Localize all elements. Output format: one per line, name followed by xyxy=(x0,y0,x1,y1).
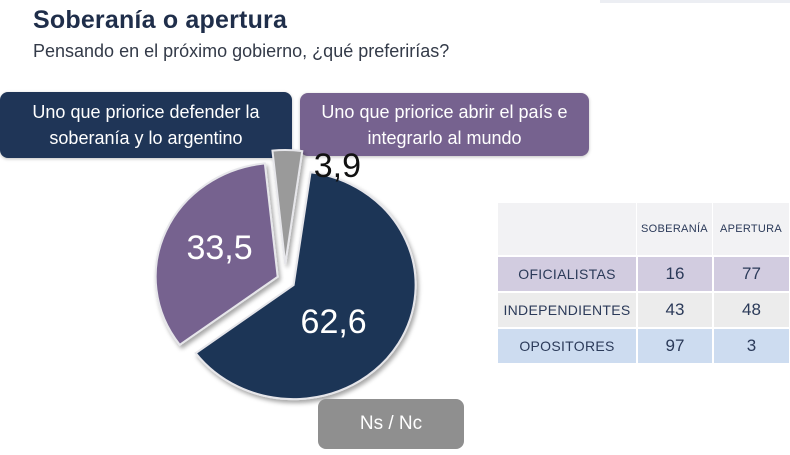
apertura-option-box: Uno que priorice abrir el país e integra… xyxy=(300,93,589,156)
table-row: OFICIALISTAS 16 77 xyxy=(498,255,789,291)
row-soberania-value: 97 xyxy=(636,327,712,363)
nsnc-option-label: Ns / Nc xyxy=(359,413,423,434)
row-soberania-value: 16 xyxy=(636,255,712,291)
nsnc-option-box: Ns / Nc xyxy=(318,399,464,449)
table-header-blank xyxy=(498,203,636,255)
table-header-row: SOBERANÍA APERTURA xyxy=(498,203,789,255)
table-row: INDEPENDIENTES 43 48 xyxy=(498,291,789,327)
table-header-soberania: SOBERANÍA xyxy=(636,203,712,255)
pie-slice-label: 62,6 xyxy=(301,303,367,341)
top-decoration-bar xyxy=(600,0,790,3)
page-title: Soberanía o apertura xyxy=(33,6,288,34)
row-group-label: OPOSITORES xyxy=(498,327,636,363)
table-row: OPOSITORES 97 3 xyxy=(498,327,789,363)
row-apertura-value: 48 xyxy=(712,291,789,327)
pie-slice xyxy=(154,162,279,347)
pie-slice-label: 33,5 xyxy=(186,229,252,267)
apertura-option-label: Uno que priorice abrir el país e integra… xyxy=(321,101,568,148)
row-apertura-value: 77 xyxy=(712,255,789,291)
row-apertura-value: 3 xyxy=(712,327,789,363)
table-header-apertura: APERTURA xyxy=(712,203,789,255)
crosstab-table: SOBERANÍA APERTURA OFICIALISTAS 16 77 IN… xyxy=(498,203,789,363)
row-group-label: OFICIALISTAS xyxy=(498,255,636,291)
soberania-option-box: Uno que priorice defender la soberanía y… xyxy=(0,92,292,158)
pie-slice xyxy=(271,149,304,265)
page-subtitle: Pensando en el próximo gobierno, ¿qué pr… xyxy=(33,41,450,61)
row-soberania-value: 43 xyxy=(636,291,712,327)
soberania-option-label: Uno que priorice defender la soberanía y… xyxy=(32,102,260,148)
pie-slice-label: 3,9 xyxy=(314,147,361,185)
row-group-label: INDEPENDIENTES xyxy=(498,291,636,327)
pie-slice xyxy=(194,171,417,401)
